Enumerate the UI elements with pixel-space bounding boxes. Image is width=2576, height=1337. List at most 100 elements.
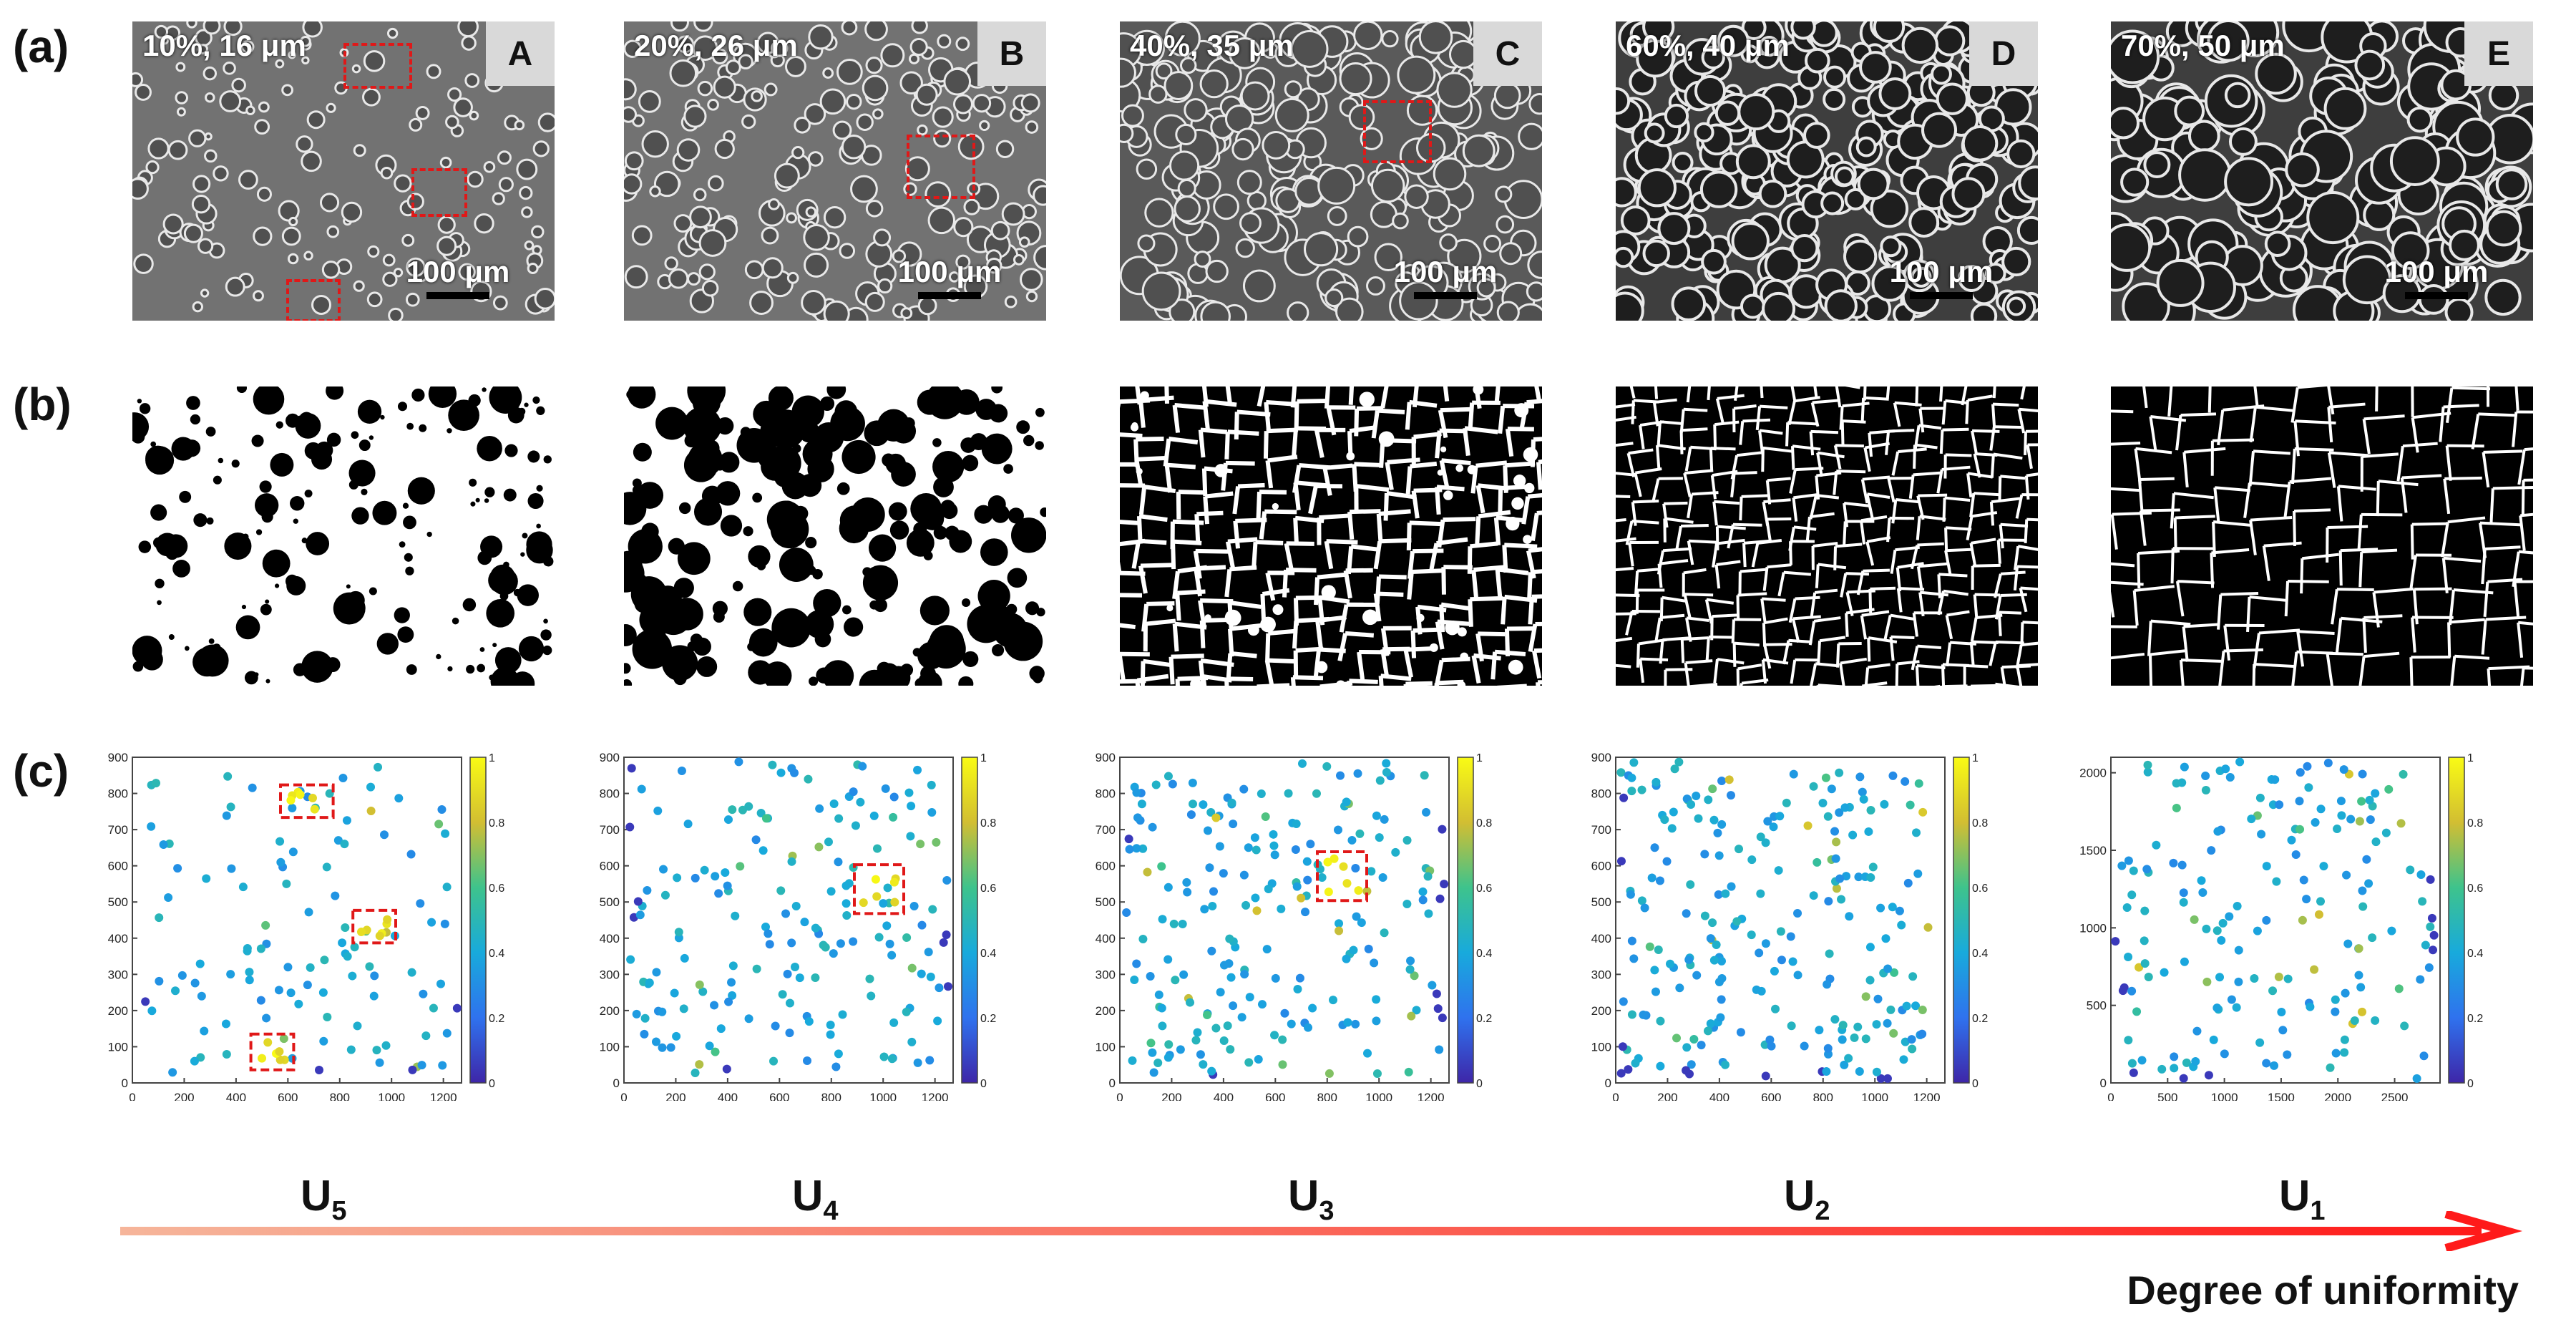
- scatter-point: [1382, 767, 1391, 777]
- colorbar-tick-label: 0.2: [980, 1013, 996, 1025]
- y-tick-label: 300: [1591, 968, 1611, 981]
- scatter-point: [943, 982, 952, 991]
- scatter-point: [2202, 977, 2212, 986]
- scatter-point: [904, 788, 914, 797]
- scatter-point: [1883, 1018, 1892, 1028]
- scatter-point: [366, 782, 376, 792]
- scatter-point: [768, 760, 777, 769]
- x-tick-label: 0: [1612, 1091, 1619, 1101]
- scatter-point: [1252, 845, 1261, 855]
- scatter-point: [1823, 980, 1832, 989]
- scatter-point: [1433, 1004, 1443, 1013]
- scatter-point: [1813, 857, 1822, 867]
- scatter-point: [1901, 777, 1910, 786]
- scatter-point: [744, 802, 753, 811]
- scatter-point: [1264, 885, 1273, 894]
- scatter-point: [1666, 959, 1675, 968]
- sem-image-b: 20%, 26 μm B 100 μm: [624, 21, 1046, 321]
- scatter-point: [722, 1064, 731, 1074]
- scatter-point: [2124, 856, 2133, 865]
- scatter-point: [1412, 1006, 1421, 1015]
- scatter-point: [727, 978, 736, 987]
- scatter-point: [1270, 850, 1279, 860]
- scatter-point: [1682, 1066, 1691, 1075]
- colorbar-tick-label: 1: [1476, 752, 1483, 764]
- colorbar: [1953, 757, 1970, 1084]
- scatter-point: [1616, 1069, 1626, 1078]
- scatter-point: [1774, 866, 1783, 875]
- sem-texture: [1120, 21, 1542, 321]
- scatter-point: [2247, 815, 2256, 824]
- scatter-point: [245, 976, 254, 985]
- scatter-point: [926, 972, 935, 981]
- scatter-point: [1697, 1041, 1706, 1050]
- scale-bar-line: [426, 292, 489, 299]
- scatter-point: [1912, 828, 1921, 837]
- scatter-point: [1278, 1060, 1287, 1069]
- highlight-box: [1363, 100, 1432, 163]
- scatter-point: [2421, 940, 2430, 950]
- scatter-point: [2129, 866, 2138, 875]
- scatter-point: [1363, 1049, 1372, 1058]
- y-tick-label: 500: [600, 895, 620, 909]
- scatter-point: [1859, 794, 1868, 804]
- scatter-point: [2319, 862, 2328, 871]
- scatter-point: [1881, 934, 1890, 943]
- scatter-point: [288, 804, 297, 813]
- scatter-point: [1151, 780, 1161, 789]
- scatter-point: [1763, 817, 1772, 826]
- uniformity-symbol: U: [2279, 1172, 2311, 1220]
- scatter-point: [1292, 882, 1302, 891]
- scatter-point: [434, 820, 444, 829]
- scatter-point: [419, 989, 428, 998]
- scatter-point: [341, 923, 350, 932]
- scatter-point: [879, 1052, 889, 1061]
- scatter-point: [672, 1031, 681, 1041]
- scatter-point: [2331, 995, 2340, 1004]
- scatter-point: [1656, 1061, 1665, 1071]
- y-tick-label: 500: [2087, 999, 2107, 1013]
- scatter-point: [834, 1049, 843, 1059]
- highlight-box: [351, 908, 398, 945]
- scatter-point: [2277, 1007, 2286, 1016]
- scatter-point: [2235, 757, 2245, 767]
- y-tick-label: 1000: [2079, 921, 2107, 935]
- scatter-point: [917, 920, 927, 930]
- x-tick-label: 400: [226, 1091, 246, 1101]
- scatter-point: [869, 811, 879, 820]
- scatter-point: [370, 971, 379, 981]
- scatter-point: [2399, 769, 2408, 779]
- scatter-point: [1143, 867, 1152, 877]
- scale-bar: 100 μm: [390, 255, 526, 299]
- scatter-point: [2426, 922, 2435, 931]
- scatter-point: [677, 766, 686, 775]
- x-tick-label: 1000: [869, 1091, 897, 1101]
- scatter-point: [1297, 759, 1307, 768]
- scatter-point: [1244, 843, 1253, 852]
- scatter-point: [2170, 1052, 2179, 1061]
- scatter-point: [1244, 1058, 1254, 1067]
- scatter-point: [705, 1041, 714, 1051]
- scatter-point: [2270, 1061, 2279, 1070]
- scatter-point: [1199, 800, 1208, 810]
- scatter-plot-a: 0 100 200 300 400 500 600 700 800 900 0 200 400 600 80…: [108, 751, 505, 1101]
- scale-bar: 100 μm: [882, 255, 1018, 299]
- scatter-point: [1918, 1006, 1927, 1015]
- colorbar-tick-label: 0.4: [980, 948, 996, 960]
- sem-caption: 60%, 40 μm: [1626, 29, 1790, 62]
- scatter-point: [1777, 956, 1786, 965]
- scatter-point: [243, 943, 252, 953]
- scatter-point: [2298, 915, 2307, 925]
- scatter-point: [1435, 1045, 1444, 1054]
- scatter-point: [674, 928, 683, 937]
- y-tick-label: 100: [1096, 1040, 1116, 1054]
- scatter-point: [2209, 1035, 2218, 1044]
- scatter-point: [440, 919, 449, 928]
- scatter-point: [1336, 771, 1345, 780]
- colorbar: [2448, 757, 2465, 1084]
- scatter-point: [1410, 971, 1419, 981]
- sem-panel-letter: D: [1969, 21, 2038, 86]
- x-tick-label: 800: [1317, 1091, 1337, 1101]
- scatter-point: [227, 864, 236, 873]
- scatter-point: [1652, 777, 1661, 787]
